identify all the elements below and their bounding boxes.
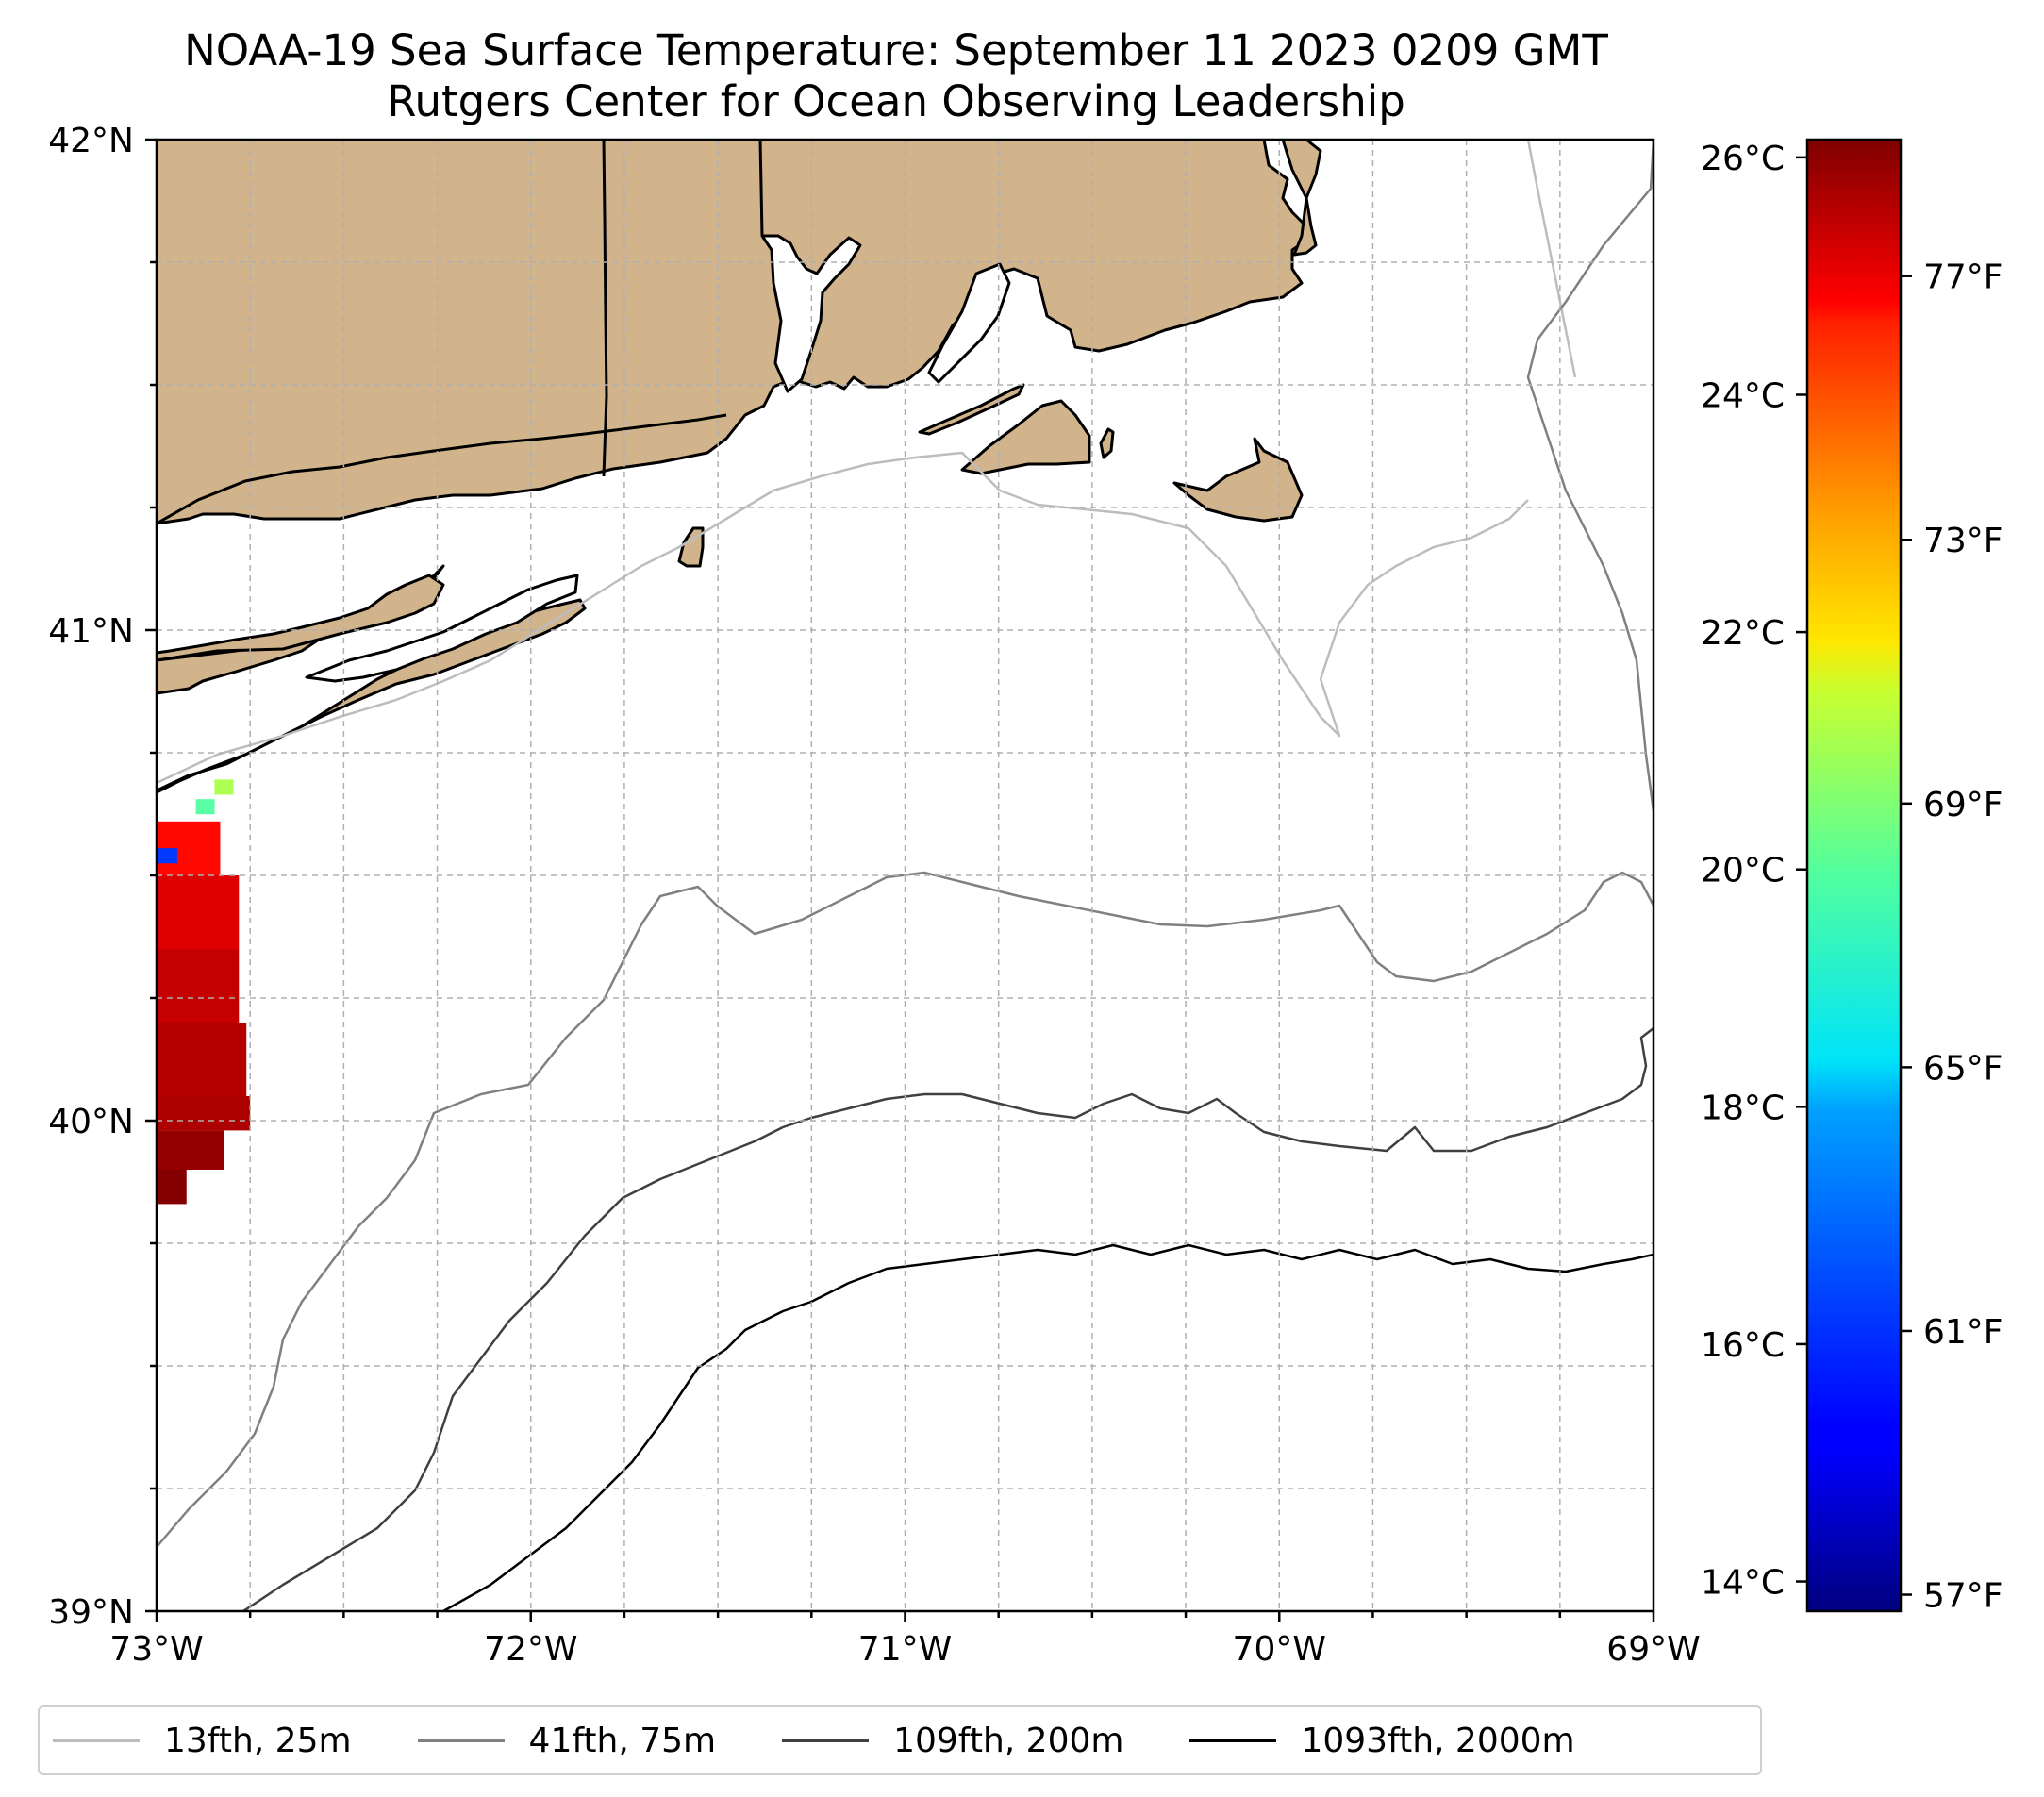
sst-swath-row-2 [157,949,240,1023]
legend-line-25m [53,1739,140,1742]
buzzards-bay [927,262,1011,384]
land-nantucket [1172,437,1304,523]
gridlines [157,140,1653,1611]
legend-line-75m [417,1739,505,1742]
longitude-labels: 73°W 72°W 71°W 70°W 69°W [109,1630,1700,1669]
colorbar-f-label: 77°F [1923,258,2003,297]
legend-label-200m: 109fth, 200m [893,1721,1124,1760]
colorbar-c-label: 16°C [1701,1326,1785,1365]
narragansett-bay [760,234,862,393]
legend-line-200m [782,1739,870,1742]
isobath-2000m-line [442,1243,1653,1611]
bays [305,234,1011,683]
lon-label: 69°W [1606,1630,1700,1669]
isobath-75m-line [157,140,1653,1548]
land-martha-vineyard [960,399,1091,475]
legend-label-2000m: 1093fth, 2000m [1301,1721,1575,1760]
lat-label: 41°N [48,612,134,651]
lat-label: 42°N [48,122,134,160]
long-island-sound-coast [157,413,727,525]
sst-cool-patch-1 [158,848,177,864]
colorbar-c-label: 22°C [1701,614,1785,653]
axis-ticks [145,138,1655,1622]
sst-swath-row-4 [157,1096,251,1131]
colorbar-c-label: 18°C [1701,1089,1785,1127]
land-elizabeth-islands [918,383,1025,436]
isobath-legend: 13fth, 25m 41fth, 75m 109fth, 200m 1093f… [38,1705,1762,1775]
colorbar-f-label: 73°F [1923,522,2003,560]
land-masses [157,140,1322,794]
land-long-island-main [157,574,445,662]
colorbar-celsius-labels: 26°C 24°C 22°C 20°C 18°C 16°C 14°C [1701,140,1807,1603]
land-cape-cod [1262,140,1322,257]
sst-swath [157,779,251,1205]
sst-swath-row-5 [157,1130,224,1170]
lon-label: 72°W [484,1630,577,1669]
land-connecticut-massachusetts [157,140,1308,525]
ct-ri-border [602,140,608,477]
long-island-sound-inlet [305,574,579,683]
lon-label: 73°W [109,1630,203,1669]
latitude-labels: 42°N 41°N 40°N 39°N [48,122,134,1632]
lat-label: 40°N [48,1103,134,1141]
land-nomans [1099,427,1115,459]
colorbar-c-label: 20°C [1701,852,1785,890]
ri-ma-border [758,140,764,237]
sst-cool-patch-2 [195,799,215,815]
colorbar-fahrenheit-labels: 77°F 73°F 69°F 65°F 61°F 57°F [1901,258,2003,1616]
legend-label-75m: 41fth, 75m [528,1721,717,1760]
isobath-200m-line [241,1027,1653,1611]
map-title: NOAA-19 Sea Surface Temperature: Septemb… [184,25,1608,75]
colorbar-f-label: 61°F [1923,1313,2003,1352]
legend-item-200m: 109fth, 200m [782,1722,1123,1760]
legend-line-2000m [1189,1739,1277,1742]
sst-swath-row-6 [157,1170,187,1205]
colorbar-f-label: 57°F [1923,1577,2003,1616]
lat-label: 39°N [48,1593,134,1632]
colorbar-f-label: 65°F [1923,1049,2003,1088]
legend-label-25m: 13fth, 25m [164,1721,352,1760]
colorbar [1805,138,1903,1613]
lon-label: 71°W [858,1630,952,1669]
colorbar-f-label: 69°F [1923,786,2003,824]
isobath-25m-line [157,140,1577,785]
isobaths [157,140,1653,1611]
sst-cool-patch-0 [214,779,234,795]
sst-swath-row-1 [157,875,240,949]
legend-item-25m: 13fth, 25m [53,1722,352,1760]
colorbar-c-label: 24°C [1701,376,1785,415]
map-subtitle: Rutgers Center for Ocean Observing Leade… [387,76,1405,126]
sst-swath-row-3 [157,1023,247,1096]
legend-item-2000m: 1093fth, 2000m [1189,1721,1575,1760]
lon-label: 70°W [1233,1630,1326,1669]
legend-item-75m: 41fth, 75m [417,1721,717,1760]
colorbar-c-label: 14°C [1701,1564,1785,1603]
colorbar-c-label: 26°C [1701,140,1785,178]
